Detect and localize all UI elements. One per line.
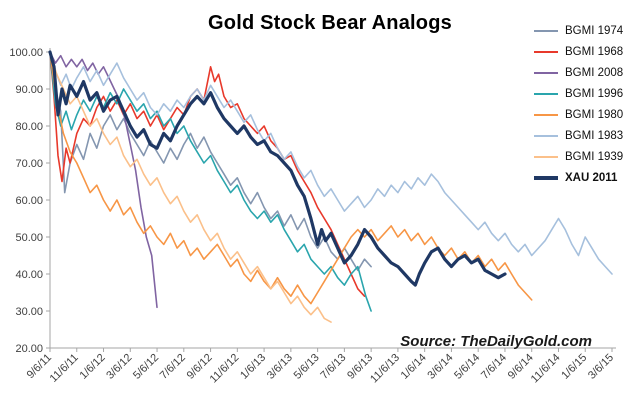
x-tick-label: 11/6/13 xyxy=(368,352,402,386)
legend-label: BGMI 1980 xyxy=(565,108,624,121)
series-line-bgmi-1974 xyxy=(49,51,372,272)
y-tick-label: 40.00 xyxy=(15,269,43,281)
legend-item-bgmi-1939: BGMI 1939 xyxy=(534,146,638,167)
legend-item-bgmi-1968: BGMI 1968 xyxy=(534,41,638,62)
legend-swatch-icon xyxy=(534,92,558,95)
legend-label: BGMI 1983 xyxy=(565,129,624,142)
x-tick-label: 5/6/13 xyxy=(292,352,322,382)
y-tick-label: 60.00 xyxy=(15,195,43,207)
y-tick-label: 100.00 xyxy=(9,47,43,59)
x-tick-label: 7/6/12 xyxy=(158,352,188,382)
y-tick-label: 70.00 xyxy=(15,158,43,170)
legend-label: XAU 2011 xyxy=(565,171,618,184)
legend-item-bgmi-2008: BGMI 2008 xyxy=(534,62,638,83)
series-line-bgmi-1980 xyxy=(49,51,533,305)
series-line-bgmi-2008 xyxy=(49,51,158,309)
series-line-bgmi-1939 xyxy=(49,51,332,323)
series-line-bgmi-1983 xyxy=(49,51,613,275)
y-tick-label: 30.00 xyxy=(15,306,43,318)
x-tick-label: 3/6/12 xyxy=(104,352,134,382)
y-tick-label: 50.00 xyxy=(15,232,43,244)
legend-swatch-icon xyxy=(534,71,558,74)
chart-title: Gold Stock Bear Analogs xyxy=(208,12,452,34)
x-tick-label: 5/6/12 xyxy=(131,352,161,382)
series-line-xau-2011 xyxy=(48,50,507,287)
x-tick-label: 1/6/12 xyxy=(78,352,108,382)
x-tick-label: 11/6/11 xyxy=(48,352,81,385)
legend-item-xau-2011: XAU 2011 xyxy=(534,167,638,188)
x-tick-label: 7/6/13 xyxy=(318,352,348,382)
legend-item-bgmi-1974: BGMI 1974 xyxy=(534,20,638,41)
legend-label: BGMI 1968 xyxy=(565,45,624,58)
legend-label: BGMI 1939 xyxy=(565,150,624,163)
x-tick-label: 1/6/15 xyxy=(559,352,589,382)
y-tick-label: 90.00 xyxy=(15,84,43,96)
x-tick-label: 1/6/14 xyxy=(399,352,429,382)
x-tick-label: 3/6/14 xyxy=(425,352,455,382)
legend-swatch-icon xyxy=(534,113,558,116)
y-tick-label: 20.00 xyxy=(15,343,43,355)
x-tick-label: 11/6/14 xyxy=(529,352,563,386)
chart-legend: BGMI 1974 BGMI 1968 BGMI 2008 BGMI 1996 BGMI… xyxy=(530,18,638,190)
series-line-bgmi-1968 xyxy=(49,51,366,298)
source-attribution: Source: TheDailyGold.com xyxy=(400,333,592,350)
legend-swatch-icon xyxy=(534,29,558,32)
x-tick-label: 1/6/13 xyxy=(238,352,268,382)
x-tick-label: 3/6/13 xyxy=(265,352,295,382)
x-tick-label: 5/6/14 xyxy=(452,352,482,382)
legend-label: BGMI 1996 xyxy=(565,87,624,100)
series-line-bgmi-1996 xyxy=(49,51,372,312)
legend-label: BGMI 2008 xyxy=(565,66,624,79)
legend-item-bgmi-1983: BGMI 1983 xyxy=(534,125,638,146)
legend-swatch-icon xyxy=(534,50,558,53)
legend-item-bgmi-1980: BGMI 1980 xyxy=(534,104,638,125)
legend-swatch-icon xyxy=(534,155,558,158)
legend-label: BGMI 1974 xyxy=(565,24,624,37)
legend-item-bgmi-1996: BGMI 1996 xyxy=(534,83,638,104)
x-tick-label: 7/6/14 xyxy=(479,352,509,382)
legend-swatch-icon xyxy=(534,175,558,180)
x-tick-label: 11/6/12 xyxy=(208,352,242,386)
x-tick-label: 3/6/15 xyxy=(586,352,616,382)
y-tick-label: 80.00 xyxy=(15,121,43,133)
legend-swatch-icon xyxy=(534,134,558,137)
